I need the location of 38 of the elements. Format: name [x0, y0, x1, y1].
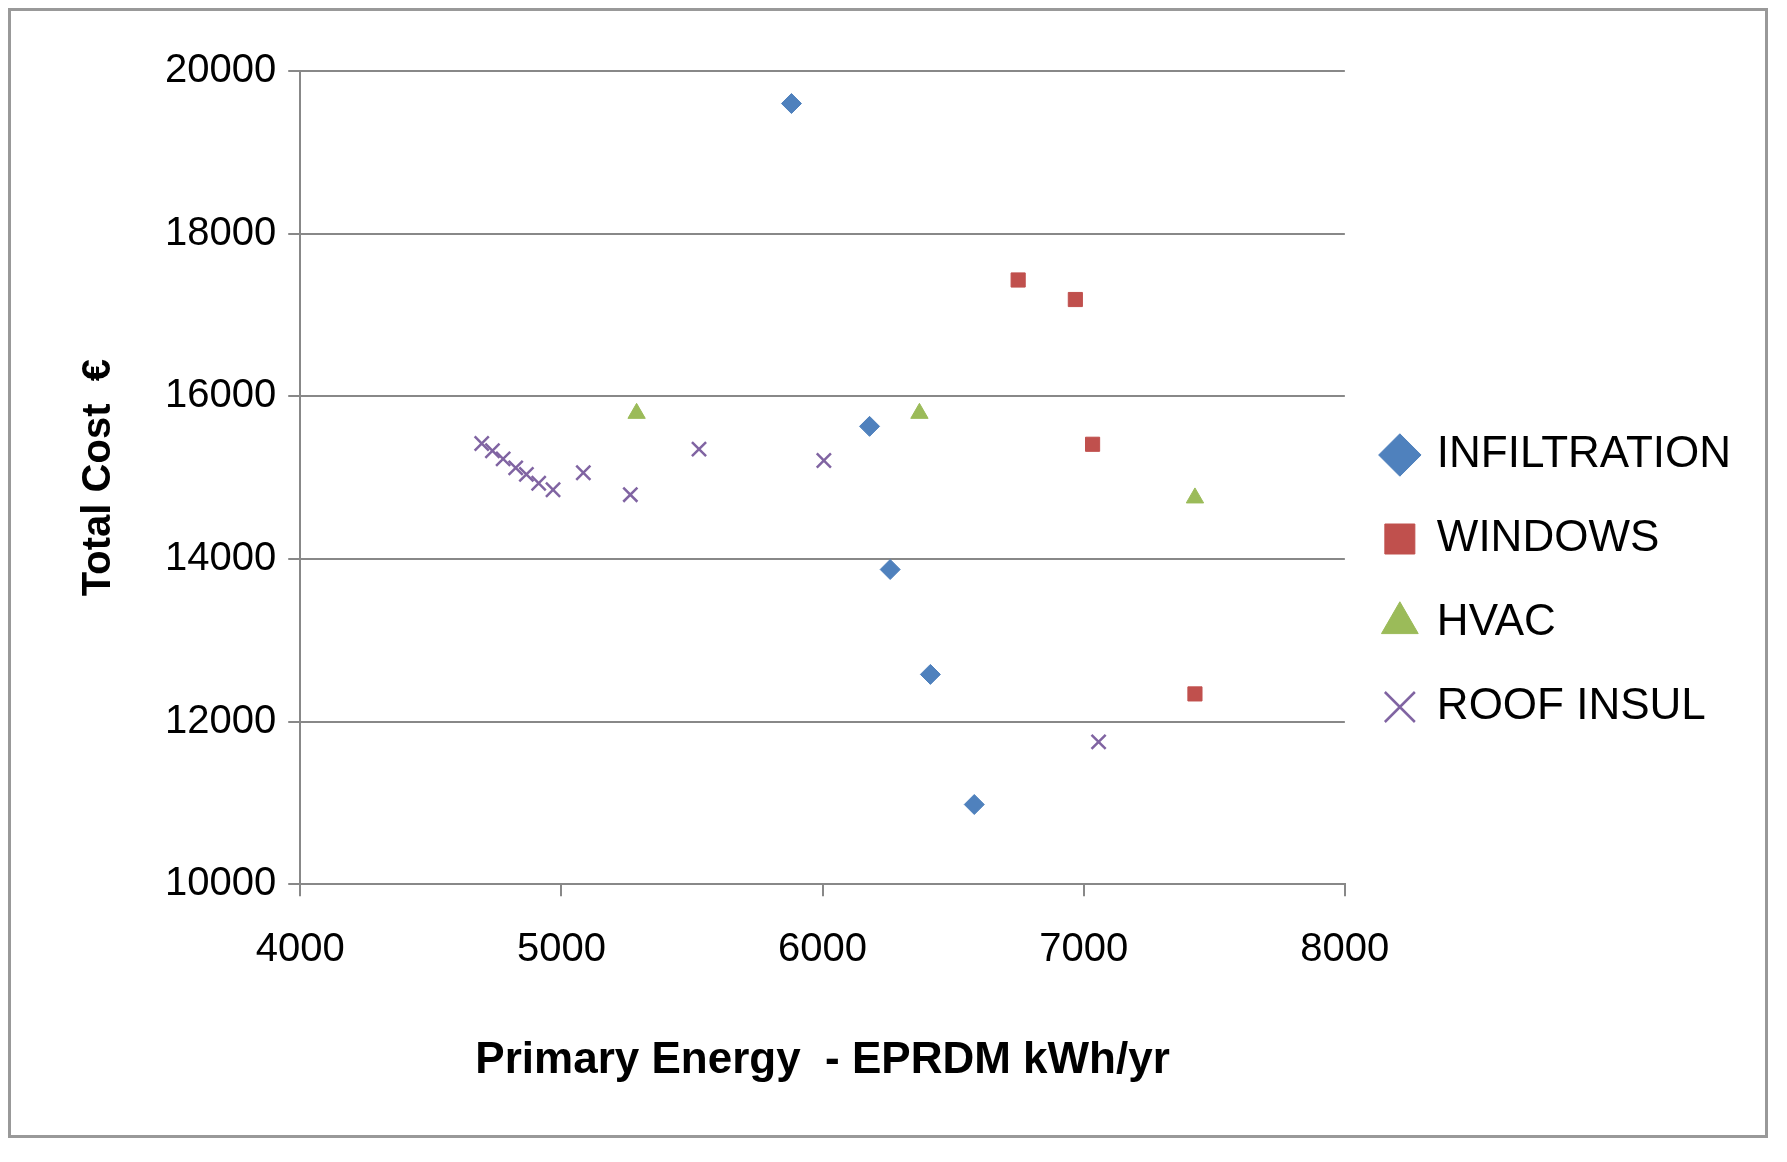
point	[507, 459, 525, 477]
x-tick-label: 7000	[1039, 925, 1129, 970]
y-tick-label: 18000	[165, 208, 277, 253]
point	[484, 442, 501, 460]
legend-label: INFILTRATION	[1436, 427, 1732, 477]
point	[1187, 686, 1203, 702]
legend-label: HVAC	[1436, 595, 1556, 645]
point	[494, 450, 512, 468]
point	[530, 474, 547, 492]
point	[815, 452, 833, 469]
point	[780, 93, 802, 115]
y-tick-label: 20000	[165, 46, 277, 91]
point	[575, 464, 592, 482]
point	[879, 558, 901, 580]
point	[1067, 291, 1083, 308]
point	[1090, 733, 1107, 751]
y-axis-title: Total Cost €	[74, 359, 119, 597]
point	[544, 481, 562, 499]
point	[1010, 272, 1026, 288]
legend-label: WINDOWS	[1436, 511, 1660, 561]
point	[963, 794, 985, 816]
point	[518, 466, 535, 483]
y-tick-label: 12000	[165, 696, 277, 741]
y-tick-label: 14000	[165, 533, 277, 578]
point	[690, 440, 708, 458]
y-tick-label: 10000	[165, 859, 277, 904]
y-tick-label: 16000	[165, 371, 277, 416]
x-axis-title: Primary Energy - EPRDM kWh/yr	[475, 1032, 1170, 1082]
x-tick-label: 5000	[516, 925, 606, 970]
point	[919, 663, 941, 685]
point	[1085, 436, 1101, 452]
x-tick-label: 6000	[778, 925, 868, 970]
legend-label: ROOF INSUL	[1436, 679, 1706, 729]
x-tick-label: 8000	[1300, 925, 1390, 970]
point	[473, 435, 491, 452]
x-tick-label: 4000	[255, 925, 345, 970]
point	[622, 486, 639, 503]
point	[859, 415, 881, 437]
